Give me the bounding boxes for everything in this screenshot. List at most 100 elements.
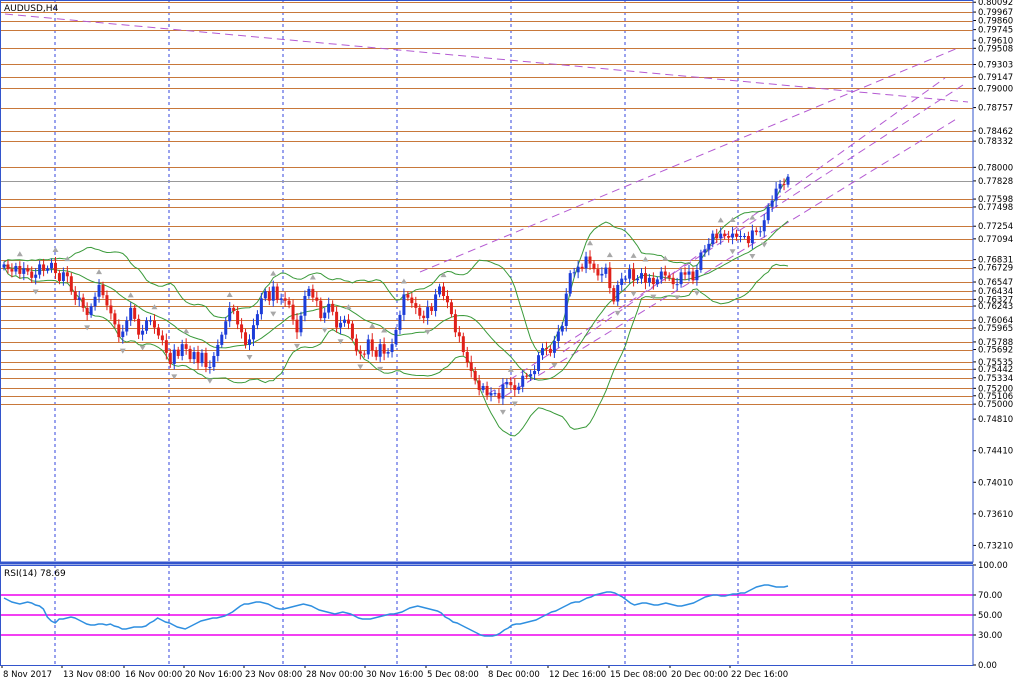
candle-body	[370, 339, 374, 351]
price-tick-label: 0.79610	[978, 36, 1013, 46]
rsi-line	[3, 584, 789, 637]
price-tick-label: 0.79000	[978, 84, 1013, 94]
candle-body	[200, 352, 204, 364]
candle-body	[529, 374, 533, 377]
candle-body	[73, 291, 77, 300]
candle-body	[18, 266, 22, 274]
fractal-down	[761, 242, 768, 248]
price-tick-label: 0.76327	[978, 295, 1013, 305]
candle-body	[172, 349, 176, 364]
candle-body	[121, 331, 125, 338]
chart-title: AUDUSD,H4	[4, 4, 59, 14]
fractal-down	[693, 290, 700, 296]
candle-body	[533, 370, 537, 375]
candle-body	[778, 183, 782, 189]
candle-body	[2, 264, 6, 268]
fractal-down	[357, 364, 364, 370]
candle-body	[505, 382, 509, 385]
candle-body	[81, 297, 85, 308]
candle-body	[61, 272, 65, 281]
fractal-down	[511, 401, 518, 407]
candle-body	[731, 233, 735, 238]
candle-body	[247, 339, 251, 345]
candle-body	[89, 306, 93, 315]
price-tick-label: 0.79147	[978, 73, 1013, 83]
fractal-markers	[16, 214, 768, 415]
rsi-tick-label: 50.00	[978, 611, 1002, 621]
fractal-down	[377, 366, 384, 372]
rsi-tick-label: 100.00	[978, 561, 1008, 571]
candle-body	[438, 286, 442, 295]
candle-body	[101, 284, 105, 296]
candle-body	[612, 288, 616, 302]
candle-body	[212, 355, 216, 368]
price-tick-label: 0.79508	[978, 44, 1013, 54]
candle-body	[556, 331, 560, 341]
trend-line-0	[4, 13, 969, 103]
candle-body	[180, 344, 184, 356]
candle-body	[331, 303, 335, 312]
candle-body	[53, 262, 57, 274]
fractal-down	[171, 374, 178, 380]
candle-body	[671, 277, 675, 285]
candle-body	[38, 264, 42, 275]
fractal-up	[369, 323, 376, 329]
candle-body	[386, 352, 390, 354]
price-tick-label: 0.74410	[978, 447, 1013, 457]
candle-body	[711, 233, 715, 244]
fractal-up	[309, 274, 316, 280]
fractal-up	[16, 251, 23, 257]
fractal-down	[206, 378, 213, 384]
price-tick-label: 0.76729	[978, 264, 1013, 274]
candle-body	[754, 230, 758, 233]
candle-body	[651, 277, 655, 285]
candle-body	[34, 274, 38, 278]
candle-body	[521, 375, 525, 387]
price-tick-label: 0.77498	[978, 203, 1013, 213]
fractal-up	[226, 291, 233, 297]
band-upper	[3, 175, 789, 354]
candle-body	[655, 279, 659, 285]
rsi-title: RSI(14) 78.69	[4, 569, 66, 579]
candle-body	[65, 272, 69, 277]
price-tick-label: 0.75442	[978, 365, 1013, 375]
candle-body	[240, 324, 244, 333]
main-panel-frame	[0, 0, 974, 563]
candle-body	[683, 272, 687, 275]
candle-body	[663, 271, 667, 276]
candle-body	[513, 385, 517, 390]
candle-body	[267, 291, 271, 301]
candle-body	[410, 297, 414, 304]
candle-body	[398, 314, 402, 330]
fractal-down	[650, 294, 657, 300]
candle-body	[168, 352, 172, 364]
candle-body	[133, 307, 137, 319]
fractal-up	[642, 256, 649, 262]
trend-line-4	[562, 77, 946, 353]
price-tick-label: 0.76547	[978, 278, 1013, 288]
candle-body	[727, 236, 731, 238]
price-tick-label: 0.78462	[978, 127, 1013, 137]
candle-body	[719, 233, 723, 239]
candle-body	[307, 288, 311, 296]
price-tick-label: 0.79860	[978, 17, 1013, 27]
candle-body	[366, 339, 370, 355]
price-tick-label: 0.75535	[978, 358, 1013, 368]
candle-body	[481, 385, 485, 390]
candle-body	[346, 319, 350, 324]
candle-body	[426, 307, 430, 319]
candle-body	[327, 303, 331, 313]
candle-body	[604, 267, 608, 274]
candle-body	[469, 362, 473, 371]
candle-body	[750, 230, 754, 244]
fractal-up	[151, 304, 158, 310]
candle-body	[572, 272, 576, 274]
candle-body	[291, 304, 295, 320]
candle-body	[354, 338, 358, 352]
candle-body	[477, 380, 481, 390]
candle-body	[770, 200, 774, 207]
candle-body	[279, 298, 283, 300]
candle-body	[576, 266, 580, 273]
candle-body	[762, 220, 766, 232]
fractal-down	[321, 327, 328, 333]
